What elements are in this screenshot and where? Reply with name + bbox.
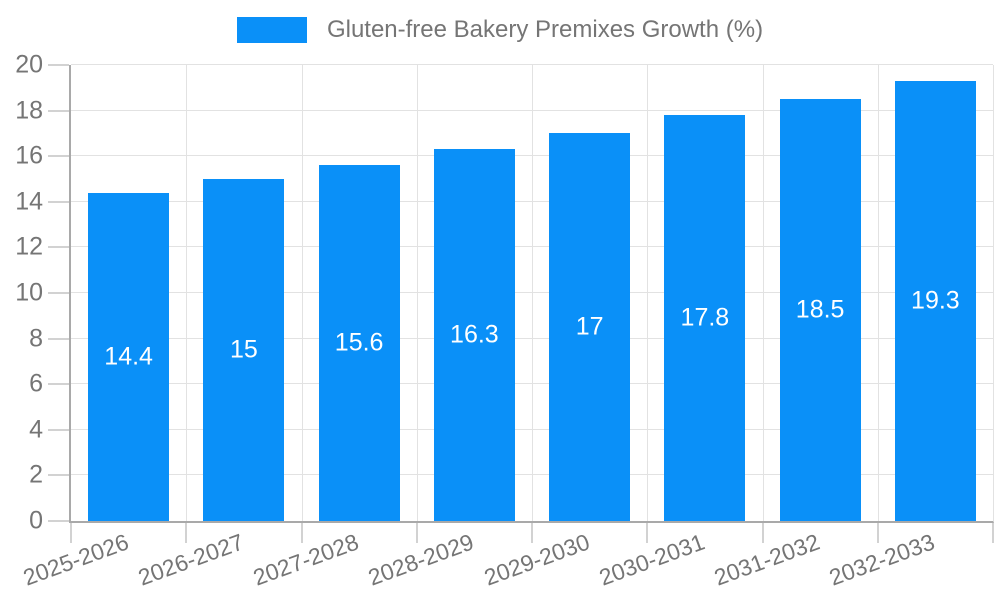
bar[interactable] bbox=[779, 99, 861, 521]
v-gridline bbox=[763, 65, 764, 521]
bar[interactable] bbox=[318, 165, 400, 521]
x-tick-label: 2027-2028 bbox=[249, 528, 363, 591]
bar[interactable] bbox=[549, 133, 631, 521]
bar-value-label: 17.8 bbox=[680, 303, 730, 332]
x-axis-tick bbox=[70, 523, 72, 543]
y-axis-tick bbox=[48, 246, 69, 249]
x-axis-tick bbox=[416, 523, 418, 543]
y-tick-label: 0 bbox=[29, 506, 43, 535]
y-tick-label: 4 bbox=[29, 415, 43, 444]
y-axis-tick bbox=[48, 520, 69, 522]
y-axis-tick bbox=[48, 64, 69, 66]
x-tick-label: 2032-2033 bbox=[826, 528, 939, 591]
x-axis-tick bbox=[762, 523, 764, 543]
x-axis-tick bbox=[531, 523, 533, 543]
y-axis-tick bbox=[48, 428, 69, 431]
x-axis-tick bbox=[877, 523, 879, 543]
y-axis-tick bbox=[48, 292, 69, 294]
x-axis-tick bbox=[646, 523, 648, 543]
bar[interactable] bbox=[433, 149, 515, 521]
v-gridline bbox=[417, 65, 418, 521]
bar[interactable] bbox=[664, 115, 746, 521]
v-gridline bbox=[532, 65, 533, 521]
bar-value-label: 14.4 bbox=[104, 342, 153, 371]
x-tick-label: 2028-2029 bbox=[365, 528, 478, 591]
x-tick-label: 2025-2026 bbox=[19, 528, 132, 591]
y-tick-label: 8 bbox=[29, 324, 43, 353]
bar[interactable] bbox=[88, 192, 170, 521]
bar-value-label: 15.6 bbox=[334, 328, 384, 357]
y-axis-tick bbox=[48, 200, 69, 203]
v-gridline bbox=[647, 65, 648, 521]
x-axis-tick bbox=[992, 523, 994, 543]
y-axis-tick bbox=[48, 383, 69, 386]
y-tick-label: 14 bbox=[15, 187, 43, 216]
y-tick-label: 10 bbox=[15, 278, 43, 307]
y-tick-label: 12 bbox=[15, 232, 43, 261]
x-tick-label: 2029-2030 bbox=[480, 528, 593, 591]
y-axis-tick bbox=[48, 155, 69, 158]
bar-value-label: 18.5 bbox=[795, 295, 845, 324]
x-tick-label: 2031-2032 bbox=[710, 528, 824, 591]
y-tick-label: 16 bbox=[15, 141, 43, 170]
x-tick-label: 2030-2031 bbox=[595, 528, 708, 591]
bar-value-label: 16.3 bbox=[450, 320, 499, 349]
plot-area: 0 2 4 6 8 10 12 14 16 18 20 2025-2026 2026-2027 2027-… bbox=[15, 51, 994, 591]
bar[interactable] bbox=[894, 80, 976, 521]
v-gridline bbox=[878, 65, 879, 521]
h-gridline bbox=[71, 64, 993, 65]
legend: Gluten-free Bakery Premixes Growth (%) bbox=[0, 16, 1000, 44]
x-tick-label: 2026-2027 bbox=[134, 528, 247, 591]
legend-label[interactable]: Gluten-free Bakery Premixes Growth (%) bbox=[326, 16, 764, 43]
y-axis-tick bbox=[48, 474, 69, 477]
v-gridline bbox=[186, 65, 187, 521]
bar-value-label: 15 bbox=[229, 335, 258, 364]
bar-value-label: 19.3 bbox=[911, 286, 960, 315]
legend-swatch[interactable] bbox=[236, 17, 307, 43]
bar-value-label: 17 bbox=[575, 312, 604, 341]
y-tick-label: 6 bbox=[29, 369, 43, 398]
bar[interactable] bbox=[203, 179, 285, 521]
x-axis-tick bbox=[301, 523, 303, 543]
y-tick-label: 20 bbox=[15, 50, 43, 79]
y-tick-label: 2 bbox=[29, 460, 43, 489]
x-axis-tick bbox=[185, 523, 187, 543]
v-gridline bbox=[302, 65, 303, 521]
y-axis-tick bbox=[48, 337, 69, 340]
y-axis-tick bbox=[48, 109, 69, 112]
y-tick-label: 18 bbox=[15, 96, 43, 125]
